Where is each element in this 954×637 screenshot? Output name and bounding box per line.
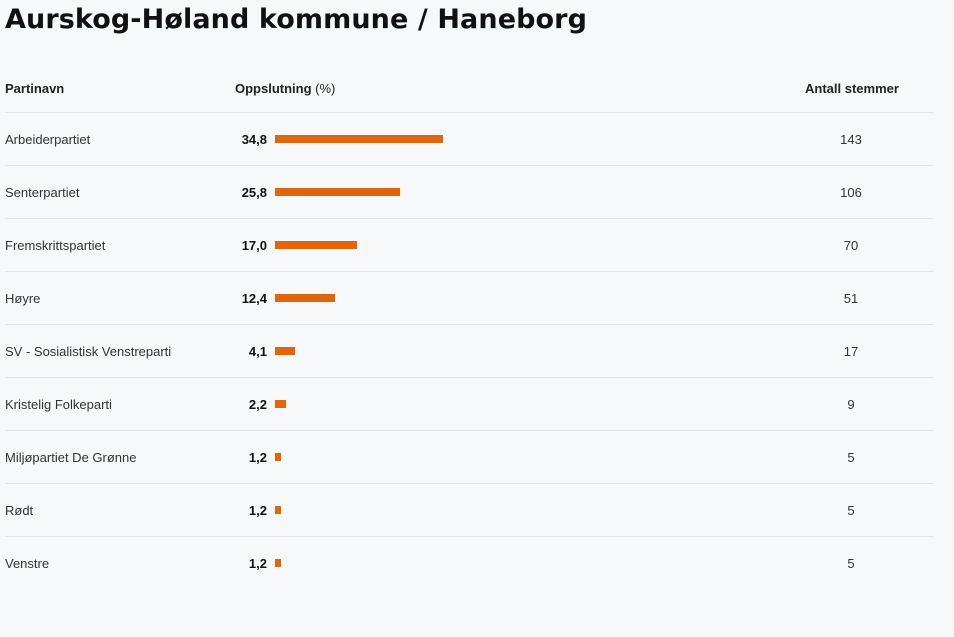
- percent-bar: [275, 347, 295, 355]
- party-name: Miljøpartiet De Grønne: [5, 450, 137, 465]
- results-table: Partinavn Oppslutning (%) Antall stemmer…: [5, 64, 933, 589]
- party-name: Arbeiderpartiet: [5, 132, 91, 147]
- party-name: Kristelig Folkeparti: [5, 397, 112, 412]
- percent-bar: [275, 135, 443, 143]
- percent-value: 17,0: [241, 238, 267, 253]
- percent-value: 1,2: [248, 450, 267, 465]
- percent-value: 25,8: [241, 185, 267, 200]
- vote-count: 5: [847, 503, 855, 518]
- vote-count: 17: [843, 344, 859, 359]
- table-row: SV - Sosialistisk Venstreparti 4,1 17: [5, 325, 933, 378]
- header-share-label: Oppslutning: [235, 81, 312, 96]
- party-name: Rødt: [5, 503, 34, 518]
- vote-count: 5: [847, 556, 855, 571]
- table-header: Partinavn Oppslutning (%) Antall stemmer: [5, 64, 933, 113]
- party-name: Høyre: [5, 291, 41, 306]
- percent-value: 2,2: [248, 397, 267, 412]
- table-row: Høyre 12,4 51: [5, 272, 933, 325]
- vote-count: 9: [847, 397, 855, 412]
- vote-count: 5: [847, 450, 855, 465]
- party-name: Fremskrittspartiet: [5, 238, 106, 253]
- header-votes: Antall stemmer: [805, 81, 899, 96]
- header-share: Oppslutning (%): [235, 81, 335, 96]
- percent-bar: [275, 400, 286, 408]
- header-party: Partinavn: [5, 81, 65, 96]
- table-row: Fremskrittspartiet 17,0 70: [5, 219, 933, 272]
- vote-count: 106: [840, 185, 862, 200]
- percent-value: 1,2: [248, 503, 267, 518]
- page-title: Aurskog-Høland kommune / Haneborg: [5, 4, 588, 35]
- vote-count: 143: [840, 132, 862, 147]
- percent-bar: [275, 188, 400, 196]
- party-name: SV - Sosialistisk Venstreparti: [5, 344, 172, 359]
- table-row: Kristelig Folkeparti 2,2 9: [5, 378, 933, 431]
- table-body: Arbeiderpartiet 34,8 143 Senterpartiet 25,8 1…: [5, 113, 933, 589]
- percent-bar: [275, 241, 357, 249]
- percent-bar: [275, 294, 335, 302]
- table-row: Senterpartiet 25,8 106: [5, 166, 933, 219]
- party-name: Senterpartiet: [5, 185, 80, 200]
- table-row: Rødt 1,2 5: [5, 484, 933, 537]
- percent-bar: [275, 506, 281, 514]
- vote-count: 70: [843, 238, 859, 253]
- header-share-unit: (%): [315, 81, 336, 96]
- percent-value: 4,1: [248, 344, 267, 359]
- percent-bar: [275, 559, 281, 567]
- table-row: Venstre 1,2 5: [5, 537, 933, 589]
- table-row: Miljøpartiet De Grønne 1,2 5: [5, 431, 933, 484]
- percent-value: 1,2: [248, 556, 267, 571]
- percent-value: 34,8: [241, 132, 267, 147]
- party-name: Venstre: [5, 556, 50, 571]
- table-row: Arbeiderpartiet 34,8 143: [5, 113, 933, 166]
- percent-value: 12,4: [241, 291, 267, 306]
- percent-bar: [275, 453, 281, 461]
- vote-count: 51: [843, 291, 859, 306]
